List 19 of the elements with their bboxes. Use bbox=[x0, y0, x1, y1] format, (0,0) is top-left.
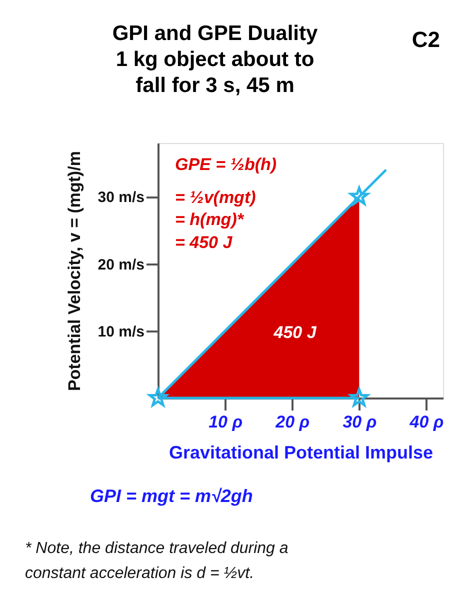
x-tick-label: 30 ρ bbox=[342, 412, 377, 432]
text: GPI = mgt = m√2gh bbox=[90, 486, 253, 506]
text: * Note, the distance traveled during a bbox=[25, 540, 288, 557]
x-axis-title: Gravitational Potential Impulse bbox=[168, 442, 434, 462]
text: constant acceleration is d = ½vt. bbox=[25, 565, 254, 582]
y-tick-label: 30 m/s bbox=[98, 189, 144, 206]
text: C2 bbox=[412, 27, 440, 52]
annotation: 450 J bbox=[272, 323, 317, 342]
chart-title: GPI and GPE Duality 1 kg object about to fall for 3 s, 45 m bbox=[112, 22, 318, 97]
x-tick-label: 40 ρ bbox=[408, 412, 444, 432]
y-axis-title: Potential Velocity, v = (mgt)/m bbox=[64, 150, 84, 392]
annotation: GPE = ½b(h) bbox=[175, 155, 277, 174]
x-tick-label: 10 ρ bbox=[208, 412, 243, 432]
y-tick-label: 10 m/s bbox=[98, 323, 144, 340]
annotation: = h(mg)* bbox=[175, 210, 245, 229]
annotation: = 450 J bbox=[175, 233, 233, 252]
y-tick-label: 20 m/s bbox=[98, 256, 144, 274]
annotation: = ½v(mgt) bbox=[175, 188, 256, 207]
x-tick-label: 20 ρ bbox=[274, 412, 310, 432]
